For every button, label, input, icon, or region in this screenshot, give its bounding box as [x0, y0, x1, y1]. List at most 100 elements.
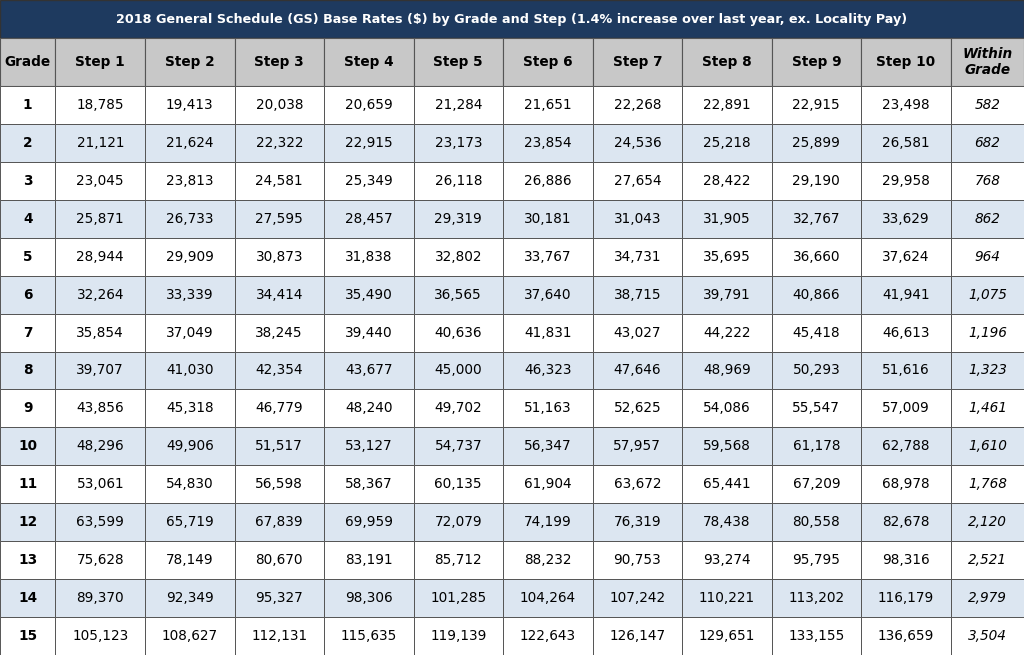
Text: 28,457: 28,457: [345, 212, 392, 226]
Text: 29,958: 29,958: [882, 174, 930, 188]
Text: 72,079: 72,079: [434, 515, 482, 529]
Bar: [771, 503, 861, 541]
Text: 24,536: 24,536: [613, 136, 662, 150]
Text: 682: 682: [975, 136, 1000, 150]
Bar: [861, 162, 950, 200]
Bar: [234, 200, 324, 238]
Text: 54,737: 54,737: [434, 440, 482, 453]
Bar: [593, 276, 682, 314]
Bar: [861, 86, 950, 124]
Text: 54,086: 54,086: [703, 402, 751, 415]
Text: 38,715: 38,715: [613, 288, 662, 302]
Bar: [503, 390, 593, 428]
Bar: [503, 579, 593, 617]
Bar: [145, 86, 234, 124]
Text: Step 9: Step 9: [792, 55, 841, 69]
Bar: [0, 541, 55, 579]
Bar: [234, 314, 324, 352]
Bar: [324, 465, 414, 503]
Text: 74,199: 74,199: [524, 515, 571, 529]
Bar: [324, 352, 414, 390]
Bar: [861, 352, 950, 390]
Bar: [234, 38, 324, 86]
Text: 12: 12: [18, 515, 37, 529]
Text: 1,196: 1,196: [968, 326, 1007, 339]
Text: 50,293: 50,293: [793, 364, 841, 377]
Text: 23,498: 23,498: [882, 98, 930, 112]
Bar: [145, 162, 234, 200]
Text: 47,646: 47,646: [613, 364, 662, 377]
Text: 116,179: 116,179: [878, 591, 934, 605]
Text: 51,163: 51,163: [524, 402, 571, 415]
Text: 60,135: 60,135: [434, 477, 482, 491]
Bar: [503, 38, 593, 86]
Bar: [950, 541, 1024, 579]
Text: 122,643: 122,643: [520, 629, 575, 643]
Bar: [0, 503, 55, 541]
Bar: [55, 86, 145, 124]
Bar: [234, 86, 324, 124]
Bar: [414, 238, 503, 276]
Text: 56,347: 56,347: [524, 440, 571, 453]
Bar: [234, 428, 324, 465]
Text: 2,979: 2,979: [968, 591, 1007, 605]
Text: 3: 3: [23, 174, 33, 188]
Bar: [324, 579, 414, 617]
Text: 59,568: 59,568: [702, 440, 751, 453]
Text: 15: 15: [18, 629, 37, 643]
Text: 1,323: 1,323: [968, 364, 1007, 377]
Bar: [0, 465, 55, 503]
Text: 51,517: 51,517: [255, 440, 303, 453]
Text: 7: 7: [23, 326, 33, 339]
Text: 65,719: 65,719: [166, 515, 214, 529]
Bar: [414, 503, 503, 541]
Text: 35,695: 35,695: [702, 250, 751, 264]
Bar: [593, 617, 682, 655]
Text: 21,284: 21,284: [434, 98, 482, 112]
Text: 92,349: 92,349: [166, 591, 214, 605]
Bar: [145, 276, 234, 314]
Text: 45,318: 45,318: [166, 402, 214, 415]
Text: 78,438: 78,438: [703, 515, 751, 529]
Bar: [55, 276, 145, 314]
Bar: [682, 238, 771, 276]
Bar: [771, 86, 861, 124]
Bar: [145, 579, 234, 617]
Bar: [414, 124, 503, 162]
Text: 8: 8: [23, 364, 33, 377]
Bar: [324, 314, 414, 352]
Text: Step 1: Step 1: [76, 55, 125, 69]
Bar: [682, 428, 771, 465]
Text: 41,941: 41,941: [882, 288, 930, 302]
Bar: [950, 124, 1024, 162]
Bar: [55, 428, 145, 465]
Bar: [682, 276, 771, 314]
Bar: [55, 314, 145, 352]
Text: Grade: Grade: [5, 55, 51, 69]
Bar: [55, 390, 145, 428]
Text: 41,831: 41,831: [524, 326, 571, 339]
Text: 18,785: 18,785: [77, 98, 124, 112]
Bar: [950, 162, 1024, 200]
Text: 95,795: 95,795: [793, 553, 841, 567]
Text: 26,581: 26,581: [882, 136, 930, 150]
Bar: [593, 314, 682, 352]
Bar: [414, 617, 503, 655]
Text: 22,915: 22,915: [793, 98, 841, 112]
Bar: [145, 314, 234, 352]
Bar: [414, 579, 503, 617]
Bar: [950, 503, 1024, 541]
Bar: [414, 200, 503, 238]
Text: 28,944: 28,944: [77, 250, 124, 264]
Bar: [234, 352, 324, 390]
Text: 25,218: 25,218: [703, 136, 751, 150]
Text: 38,245: 38,245: [255, 326, 303, 339]
Text: 40,866: 40,866: [793, 288, 840, 302]
Bar: [503, 541, 593, 579]
Text: 42,354: 42,354: [255, 364, 303, 377]
Text: 82,678: 82,678: [882, 515, 930, 529]
Bar: [861, 238, 950, 276]
Bar: [234, 465, 324, 503]
Text: 6: 6: [23, 288, 33, 302]
Bar: [145, 541, 234, 579]
